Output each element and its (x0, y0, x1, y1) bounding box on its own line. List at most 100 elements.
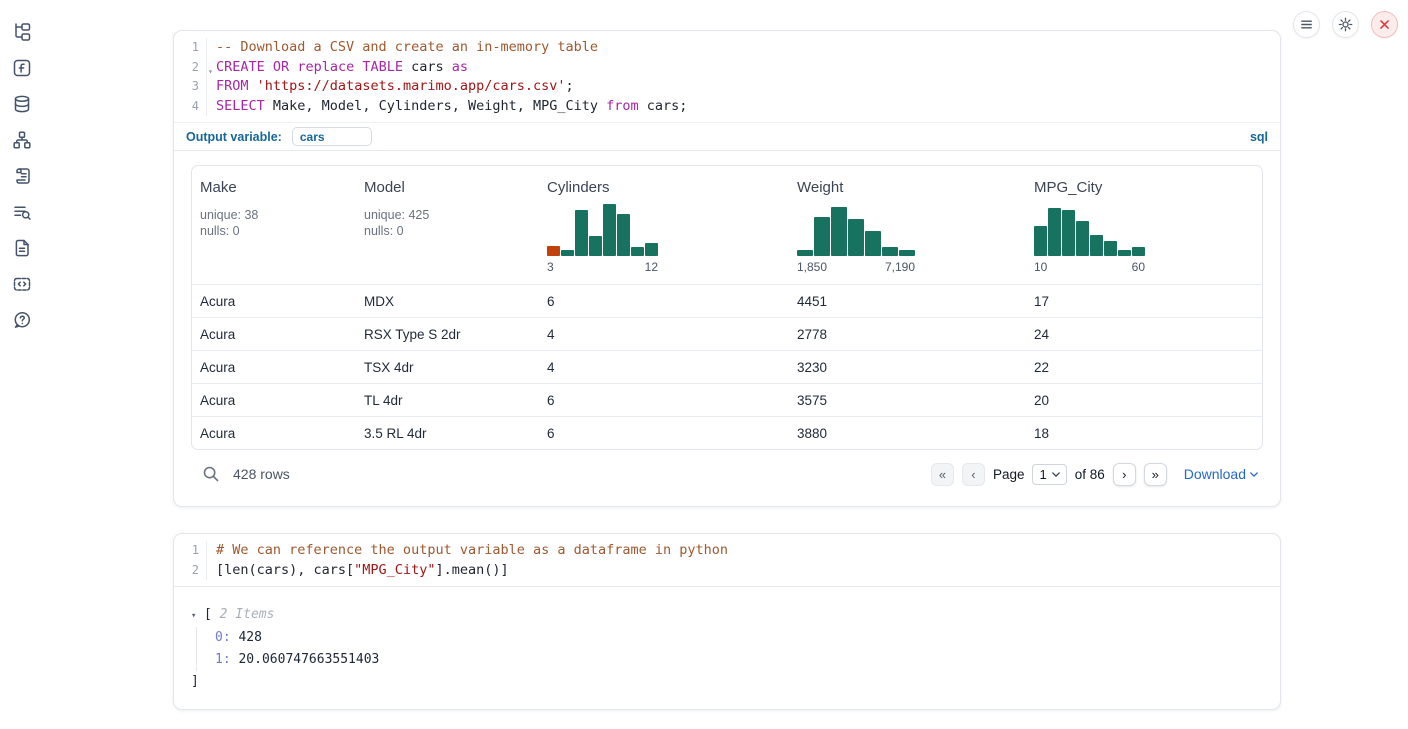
chevron-down-icon (1052, 472, 1060, 477)
database-icon[interactable] (12, 94, 32, 114)
code-line[interactable]: 2[len(cars), cars["MPG_City"].mean()] (174, 561, 1280, 581)
python-cell: 1# We can reference the output variable … (173, 533, 1281, 710)
python-output-tree: ▾[ 2 Items 0: 4281: 20.060747663551403 ] (174, 587, 1280, 709)
next-page-button[interactable]: › (1113, 463, 1136, 486)
tree-close-row: ] (191, 671, 1280, 693)
document-icon[interactable] (12, 238, 32, 258)
table-row[interactable]: AcuraRSX Type S 2dr4277824 (192, 317, 1262, 350)
tree-entry: 1: 20.060747663551403 (215, 649, 1280, 671)
table-row[interactable]: AcuraMDX6445117 (192, 284, 1262, 317)
histogram-bar (865, 231, 881, 256)
search-icon[interactable] (202, 465, 220, 483)
histogram-bar (1076, 221, 1089, 256)
histogram-bar (1132, 247, 1145, 256)
column-stats: unique: 425nulls: 0 (364, 207, 531, 239)
help-icon[interactable] (12, 310, 32, 330)
table-cell: 4 (539, 327, 789, 342)
table-cell: RSX Type S 2dr (356, 327, 539, 342)
tree-entry-value: 428 (238, 630, 261, 645)
column-histogram (797, 204, 915, 256)
column-header-cylinders[interactable]: Cylinders (547, 179, 781, 196)
histogram-bar (1062, 210, 1075, 256)
file-tree-icon[interactable] (12, 22, 32, 42)
items-summary: 2 Items (220, 607, 275, 622)
menu-button[interactable] (1293, 11, 1320, 38)
histogram-bar (899, 250, 915, 256)
fold-chevron-icon[interactable]: ▾ (208, 62, 213, 82)
histogram-bar (1034, 226, 1047, 256)
code-line[interactable]: 4SELECT Make, Model, Cylinders, Weight, … (174, 97, 1280, 117)
table-cell: Acura (192, 294, 356, 309)
function-icon[interactable] (12, 58, 32, 78)
page-select[interactable]: 1 (1032, 464, 1066, 485)
shutdown-button[interactable] (1371, 11, 1398, 38)
first-page-button[interactable]: « (931, 463, 954, 486)
column-header-model[interactable]: Model (364, 179, 531, 196)
histogram-bar (1118, 250, 1131, 256)
code-line[interactable]: 3FROM 'https://datasets.marimo.app/cars.… (174, 77, 1280, 97)
python-code-editor[interactable]: 1# We can reference the output variable … (174, 534, 1280, 586)
hamburger-icon (1299, 17, 1314, 32)
table-row[interactable]: AcuraTSX 4dr4323022 (192, 350, 1262, 383)
helper-panel-sidebar (0, 0, 44, 729)
chevron-down-icon (1250, 472, 1258, 477)
table-cell: 3575 (789, 393, 1026, 408)
settings-button[interactable] (1332, 11, 1359, 38)
snippets-icon[interactable] (12, 274, 32, 294)
last-page-button[interactable]: » (1144, 463, 1167, 486)
table-cell: 2778 (789, 327, 1026, 342)
column-histogram (547, 204, 658, 256)
table-cell: 4451 (789, 294, 1026, 309)
table-cell: MDX (356, 294, 539, 309)
table-row[interactable]: AcuraTL 4dr6357520 (192, 383, 1262, 416)
table-cell: 18 (1026, 426, 1262, 441)
code-line[interactable]: 2▾CREATE OR replace TABLE cars as (174, 58, 1280, 78)
previous-page-button[interactable]: ‹ (962, 463, 985, 486)
line-number: 3 (174, 77, 207, 97)
code-line[interactable]: 1# We can reference the output variable … (174, 541, 1280, 561)
table-cell: Acura (192, 360, 356, 375)
column-histogram (1034, 204, 1145, 256)
column-stats: unique: 38nulls: 0 (200, 207, 348, 239)
tree-entry: 0: 428 (215, 627, 1280, 649)
line-number: 4 (174, 97, 207, 117)
table-header-cell: Model unique: 425nulls: 0 (356, 166, 539, 284)
histogram-bar (1090, 235, 1103, 256)
output-variable-label: Output variable: (186, 130, 282, 144)
output-variable-bar: Output variable: sql (174, 122, 1280, 151)
notebook-actions-toolbar (1293, 11, 1398, 38)
column-header-mpg_city[interactable]: MPG_City (1034, 179, 1254, 196)
sql-cell: 1-- Download a CSV and create an in-memo… (173, 30, 1281, 507)
tree-entry-value: 20.060747663551403 (238, 652, 379, 667)
language-badge[interactable]: sql (1250, 130, 1268, 144)
histogram-bar (797, 250, 813, 256)
log-search-icon[interactable] (12, 202, 32, 222)
output-variable-input[interactable] (292, 127, 372, 146)
script-icon[interactable] (12, 166, 32, 186)
table-cell: 3880 (789, 426, 1026, 441)
collapse-chevron-icon[interactable]: ▾ (191, 605, 204, 627)
table-cell: 3.5 RL 4dr (356, 426, 539, 441)
table-header-row: Make unique: 38nulls: 0 Model unique: 425nu… (192, 166, 1262, 284)
histogram-bar (575, 210, 588, 256)
dependency-graph-icon[interactable] (12, 130, 32, 150)
notebook-cells: 1-- Download a CSV and create an in-memo… (173, 30, 1281, 710)
line-number: 2 (174, 561, 207, 581)
download-button[interactable]: Download (1184, 466, 1258, 482)
histogram-axis-labels: 312 (547, 260, 658, 274)
marimo-notebook: 1-- Download a CSV and create an in-memo… (0, 0, 1408, 729)
sql-output-area: Make unique: 38nulls: 0 Model unique: 425nu… (174, 151, 1280, 506)
table-cell: Acura (192, 426, 356, 441)
code-line[interactable]: 1-- Download a CSV and create an in-memo… (174, 38, 1280, 58)
pagination: « ‹ Page 1 of 86 › » Download (931, 463, 1258, 486)
table-cell: 6 (539, 426, 789, 441)
column-header-make[interactable]: Make (200, 179, 348, 196)
column-header-weight[interactable]: Weight (797, 179, 1018, 196)
table-row[interactable]: Acura3.5 RL 4dr6388018 (192, 416, 1262, 449)
sql-code-editor[interactable]: 1-- Download a CSV and create an in-memo… (174, 31, 1280, 122)
histogram-bar (561, 250, 574, 256)
page-label: Page (993, 467, 1025, 482)
page-total-label: of 86 (1075, 467, 1105, 482)
histogram-bar (1048, 208, 1061, 256)
table-footer: 428 rows « ‹ Page 1 of 86 › » Down (191, 452, 1263, 496)
